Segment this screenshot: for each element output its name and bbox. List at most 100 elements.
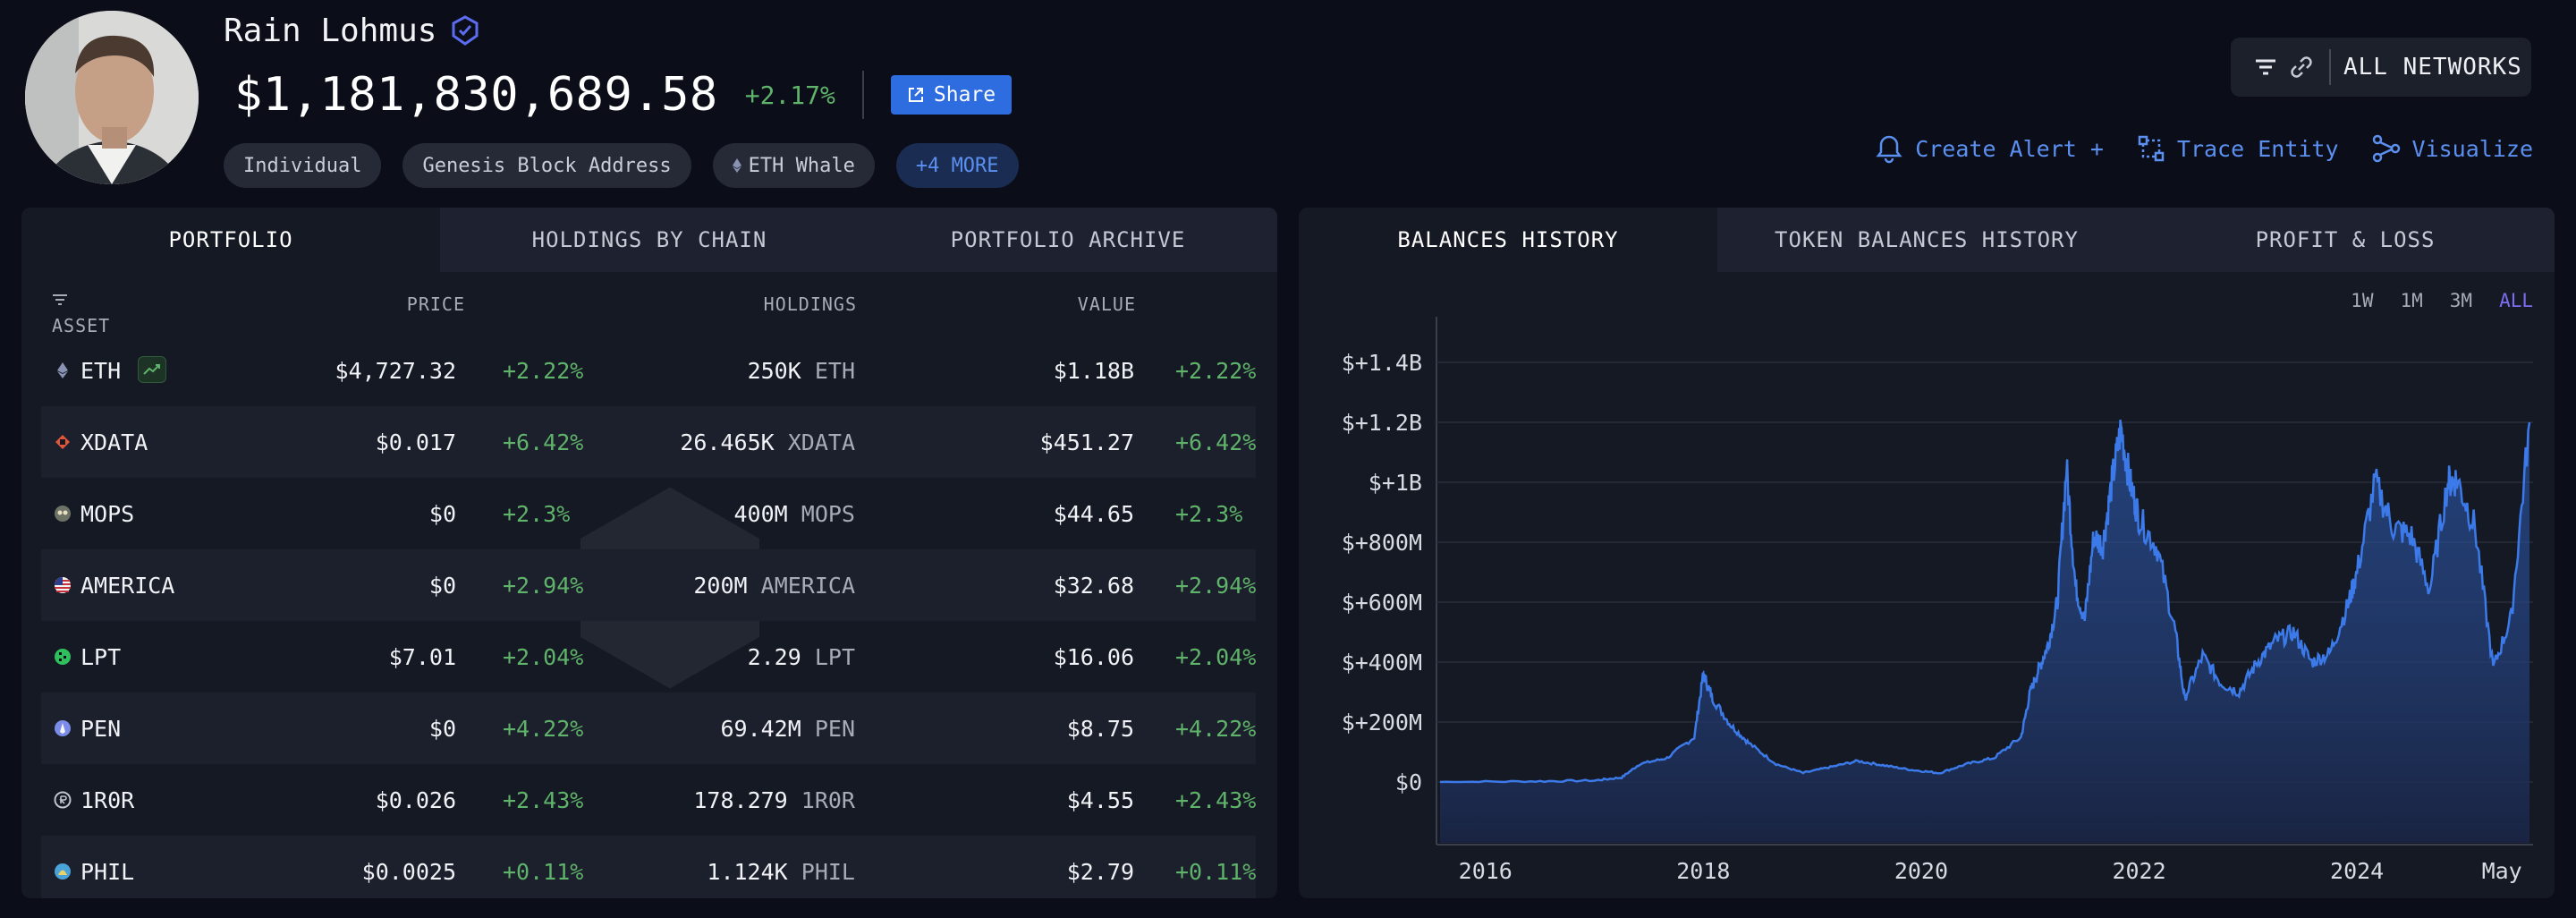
asset-holdings: 250K ETH (748, 358, 855, 384)
table-row[interactable]: ETH $4,727.32 +2.22% 250K ETH $1.18B +2.… (41, 335, 1256, 406)
x-tick-label: 2016 (1459, 858, 1513, 884)
asset-price: $0.017 (375, 429, 456, 455)
range-1w-button[interactable]: 1W (2351, 290, 2374, 311)
tag-eth-whale[interactable]: ETH Whale (712, 143, 875, 188)
asset-price: $0.026 (375, 787, 456, 813)
price-change: +2.22% (503, 358, 584, 384)
pen-icon (54, 719, 72, 737)
table-row[interactable]: PHIL $0.0025 +0.11% 1.124K PHIL $2.79 +0… (41, 836, 1256, 898)
bell-icon (1876, 135, 1902, 164)
filter-icon (2256, 59, 2275, 75)
entity-name: Rain Lohmus (224, 11, 481, 50)
all-networks-label: ALL NETWORKS (2343, 54, 2522, 81)
tag-individual[interactable]: Individual (224, 143, 382, 188)
table-row[interactable]: PEN $0 +4.22% 69.42M PEN $8.75 +4.22% (41, 693, 1256, 764)
y-tick-label: $+1.4B (1342, 350, 1422, 376)
asset-value: $1.18B (1053, 358, 1134, 384)
mops-icon (54, 505, 72, 523)
divider (2329, 49, 2331, 85)
asset-symbol: AMERICA (80, 573, 175, 599)
asset-holdings: 26.465K XDATA (680, 429, 855, 455)
x-tick-label: May (2482, 858, 2522, 884)
entity-name-text: Rain Lohmus (224, 12, 437, 49)
asset-value: $8.75 (1066, 716, 1134, 742)
value-change: +2.22% (1175, 358, 1257, 384)
share-icon (908, 88, 923, 102)
holdings-unit: MOPS (801, 501, 855, 527)
holdings-unit: 1R0R (801, 787, 855, 813)
table-row[interactable]: LPT $7.01 +2.04% 2.29 LPT $16.06 +2.04% (41, 621, 1256, 693)
share-label: Share (933, 83, 996, 106)
visualize-label: Visualize (2411, 135, 2533, 162)
history-tabs: BALANCES HISTORY TOKEN BALANCES HISTORY … (1299, 208, 2555, 272)
asset-value: $2.79 (1066, 859, 1134, 885)
holdings-unit: AMERICA (760, 573, 855, 599)
value-change: +2.43% (1175, 787, 1257, 813)
tag-genesis-block-address[interactable]: Genesis Block Address (402, 143, 691, 188)
phil-icon (54, 863, 72, 880)
value-change: +0.11% (1175, 859, 1257, 885)
holdings-unit: PEN (814, 716, 855, 742)
price-column-header[interactable]: PRICE (406, 293, 465, 315)
tab-holdings-by-chain[interactable]: HOLDINGS BY CHAIN (440, 208, 859, 272)
asset-price: $0 (428, 716, 456, 742)
asset-value: $16.06 (1053, 644, 1134, 670)
x-tick-label: 2024 (2330, 858, 2384, 884)
y-tick-label: $+800M (1342, 530, 1422, 556)
tab-token-balances-history[interactable]: TOKEN BALANCES HISTORY (1717, 208, 2136, 272)
balance-change: +2.17% (744, 80, 835, 110)
trace-entity-button[interactable]: Trace Entity (2136, 131, 2339, 166)
asset-holdings: 69.42M PEN (720, 716, 855, 742)
x-tick-label: 2020 (1894, 858, 1948, 884)
tab-portfolio[interactable]: PORTFOLIO (21, 208, 440, 272)
table-row[interactable]: XDATA $0.017 +6.42% 26.465K XDATA $451.2… (41, 406, 1256, 478)
lpt-icon (54, 648, 72, 666)
asset-symbol: PHIL (80, 859, 135, 885)
range-1m-button[interactable]: 1M (2400, 290, 2423, 311)
price-change: +4.22% (503, 716, 584, 742)
share-button[interactable]: Share (890, 75, 1013, 115)
value-column-header[interactable]: VALUE (1077, 293, 1136, 315)
range-all-button[interactable]: ALL (2499, 290, 2533, 311)
more-tags-button[interactable]: +4 MORE (895, 143, 1019, 188)
portfolio-tabs: PORTFOLIO HOLDINGS BY CHAIN PORTFOLIO AR… (21, 208, 1277, 272)
price-change: +2.43% (503, 787, 584, 813)
tab-profit-and-loss[interactable]: PROFIT & LOSS (2136, 208, 2555, 272)
xdata-icon (54, 433, 72, 451)
asset-price: $0.0025 (361, 859, 456, 885)
eth-icon (54, 361, 72, 379)
balance-row: $1,181,830,689.58 +2.17% Share (234, 66, 1013, 123)
asset-symbol: LPT (80, 644, 122, 670)
holdings-column-header[interactable]: HOLDINGS (763, 293, 857, 315)
value-change: +6.42% (1175, 429, 1257, 455)
create-alert-button[interactable]: Create Alert + (1874, 131, 2104, 166)
visualize-button[interactable]: Visualize (2371, 131, 2533, 166)
price-change: +2.94% (503, 573, 584, 599)
time-range-selector: 1W 1M 3M ALL (2351, 290, 2533, 311)
entity-actions: Create Alert + Trace Entity Visualize (1874, 131, 2533, 166)
asset-price: $0 (428, 501, 456, 527)
value-change: +2.04% (1175, 644, 1257, 670)
asset-value: $32.68 (1053, 573, 1134, 599)
asset-column-header[interactable]: ASSET (52, 293, 109, 336)
balances-history-chart[interactable]: $0 $+200M $+400M $+600M $+800M $+1B $+1.2B $+1.… (1299, 272, 2555, 898)
holdings-amount: 400M (733, 501, 788, 527)
asset-symbol: MOPS (80, 501, 135, 527)
tag-eth-whale-label: ETH Whale (748, 154, 855, 177)
trending-icon[interactable] (138, 356, 166, 383)
holdings-unit: ETH (814, 358, 855, 384)
table-row[interactable]: MOPS $0 +2.3% 400M MOPS $44.65 +2.3% (41, 478, 1256, 549)
x-tick-label: 2022 (2112, 858, 2165, 884)
table-row[interactable]: 1R0R $0.026 +2.43% 178.279 1R0R $4.55 +2… (41, 764, 1256, 836)
asset-symbol: ETH (80, 358, 122, 384)
portfolio-table-body: ETH $4,727.32 +2.22% 250K ETH $1.18B +2.… (41, 335, 1256, 898)
asset-value: $44.65 (1053, 501, 1134, 527)
tab-balances-history[interactable]: BALANCES HISTORY (1299, 208, 1717, 272)
network-filter-button[interactable]: ALL NETWORKS (2231, 38, 2531, 97)
total-balance: $1,181,830,689.58 (234, 68, 718, 122)
asset-holdings: 200M AMERICA (693, 573, 855, 599)
tab-portfolio-archive[interactable]: PORTFOLIO ARCHIVE (859, 208, 1277, 272)
asset-price: $0 (428, 573, 456, 599)
table-row[interactable]: AMERICA $0 +2.94% 200M AMERICA $32.68 +2… (41, 549, 1256, 621)
range-3m-button[interactable]: 3M (2449, 290, 2473, 311)
